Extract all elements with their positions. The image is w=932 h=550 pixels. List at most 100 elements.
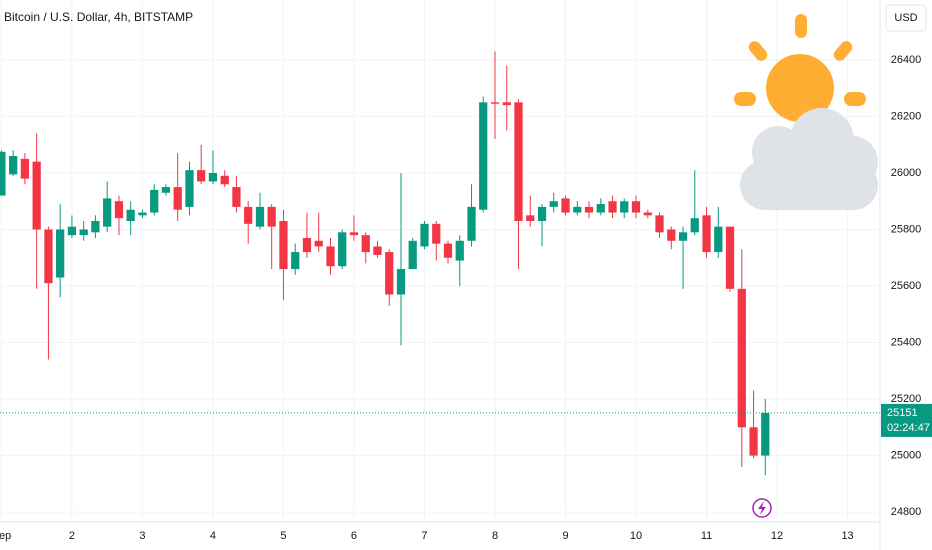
candle-body (584, 206, 594, 213)
candle-body (373, 246, 382, 255)
candle-body (432, 223, 441, 244)
x-tick-label: 5 (280, 530, 286, 542)
candle-body (526, 215, 535, 222)
candle-body (197, 170, 206, 182)
candle-body (126, 209, 135, 222)
candle-body (361, 235, 370, 253)
candle-body (67, 226, 77, 236)
candle-body (596, 204, 605, 213)
candle-body (291, 252, 300, 270)
candle-body (655, 215, 664, 233)
candle-body (161, 187, 171, 193)
y-tick-label: 26200 (891, 110, 922, 122)
candle-body (490, 102, 500, 104)
currency-button[interactable] (885, 4, 927, 32)
candle-body (608, 201, 617, 213)
candle-body (420, 223, 429, 247)
chart-title: Bitcoin / U.S. Dollar, 4h, BITSTAMP (4, 10, 193, 24)
y-tick-label: 25200 (891, 393, 922, 405)
x-tick-label: 4 (210, 530, 216, 542)
x-tick-label: 12 (771, 530, 783, 542)
candle-body (631, 201, 641, 213)
candle-body (32, 161, 41, 230)
candle-body (185, 170, 194, 207)
candle-body (44, 229, 53, 284)
candle-body (255, 206, 265, 227)
candle-body (0, 151, 6, 196)
candle-body (9, 156, 18, 175)
candle-body (690, 218, 699, 233)
candle-body (279, 221, 288, 270)
candle-body (455, 240, 464, 261)
weather-icon (734, 14, 878, 210)
y-tick-label: 24800 (891, 506, 922, 518)
candle-body (244, 206, 253, 224)
candle-body (643, 212, 652, 216)
candle-body (749, 427, 758, 456)
candle-body (549, 201, 558, 207)
candle-body (678, 232, 688, 241)
x-tick-label: 7 (421, 530, 427, 542)
candle-body (702, 215, 711, 253)
candle-body (514, 102, 523, 222)
last-price-box (881, 403, 932, 437)
candle-body (561, 198, 570, 213)
candle-body (761, 412, 770, 456)
x-tick-label: 3 (139, 530, 145, 542)
y-tick-label: 25000 (891, 449, 922, 461)
candle-body (267, 206, 276, 227)
y-tick-label: 26000 (891, 167, 922, 179)
candle-body (302, 237, 312, 253)
x-tick-label: 6 (351, 530, 357, 542)
candle-body (737, 288, 746, 428)
candle-body (537, 206, 547, 222)
candle-body (502, 102, 511, 106)
candle-body (408, 240, 417, 270)
countdown-label: 02:24:47 (887, 422, 930, 434)
last-price-label: 25151 (887, 407, 918, 419)
x-tick-label: 10 (630, 530, 642, 542)
event-icon[interactable] (752, 498, 772, 518)
candle-body (338, 232, 347, 267)
candle-body (396, 269, 406, 295)
candle-body (232, 187, 241, 207)
candle-body (314, 240, 323, 247)
candle-body (443, 243, 453, 258)
x-tick-label: 9 (562, 530, 568, 542)
candle-body (173, 187, 182, 210)
y-tick-label: 25800 (891, 223, 922, 235)
y-tick-label: 26400 (891, 54, 922, 66)
candle-body (385, 252, 394, 295)
x-tick-label: 13 (841, 530, 853, 542)
candle-body (114, 201, 124, 219)
candle-body (479, 102, 488, 210)
candle-body (725, 226, 735, 289)
candle-body (103, 198, 112, 227)
candle-body (620, 201, 629, 213)
candle-body (349, 232, 359, 236)
candle-body (573, 206, 582, 213)
candle-body (714, 226, 723, 253)
currency-label: USD (894, 12, 917, 24)
candle-body (56, 229, 65, 278)
candle-body (91, 221, 100, 233)
candle-body (79, 229, 88, 236)
candle-body (208, 172, 218, 182)
candle-body (467, 206, 476, 241)
grid (0, 0, 880, 522)
candle-body (667, 229, 676, 241)
candle-body (150, 189, 159, 213)
x-tick-label: 2 (69, 530, 75, 542)
candle-body (138, 212, 147, 216)
y-tick-label: 25600 (891, 280, 922, 292)
candles (0, 51, 880, 476)
candle-body (220, 175, 229, 185)
candle-body (326, 246, 335, 267)
x-tick-label: Sep (0, 530, 11, 542)
x-tick-label: 8 (492, 530, 498, 542)
y-tick-label: 25400 (891, 336, 922, 348)
axes: 24800 25000 25200 25400 25600 25800 26000 26200… (0, 54, 932, 542)
x-tick-label: 11 (701, 530, 712, 542)
candle-body (20, 158, 30, 179)
